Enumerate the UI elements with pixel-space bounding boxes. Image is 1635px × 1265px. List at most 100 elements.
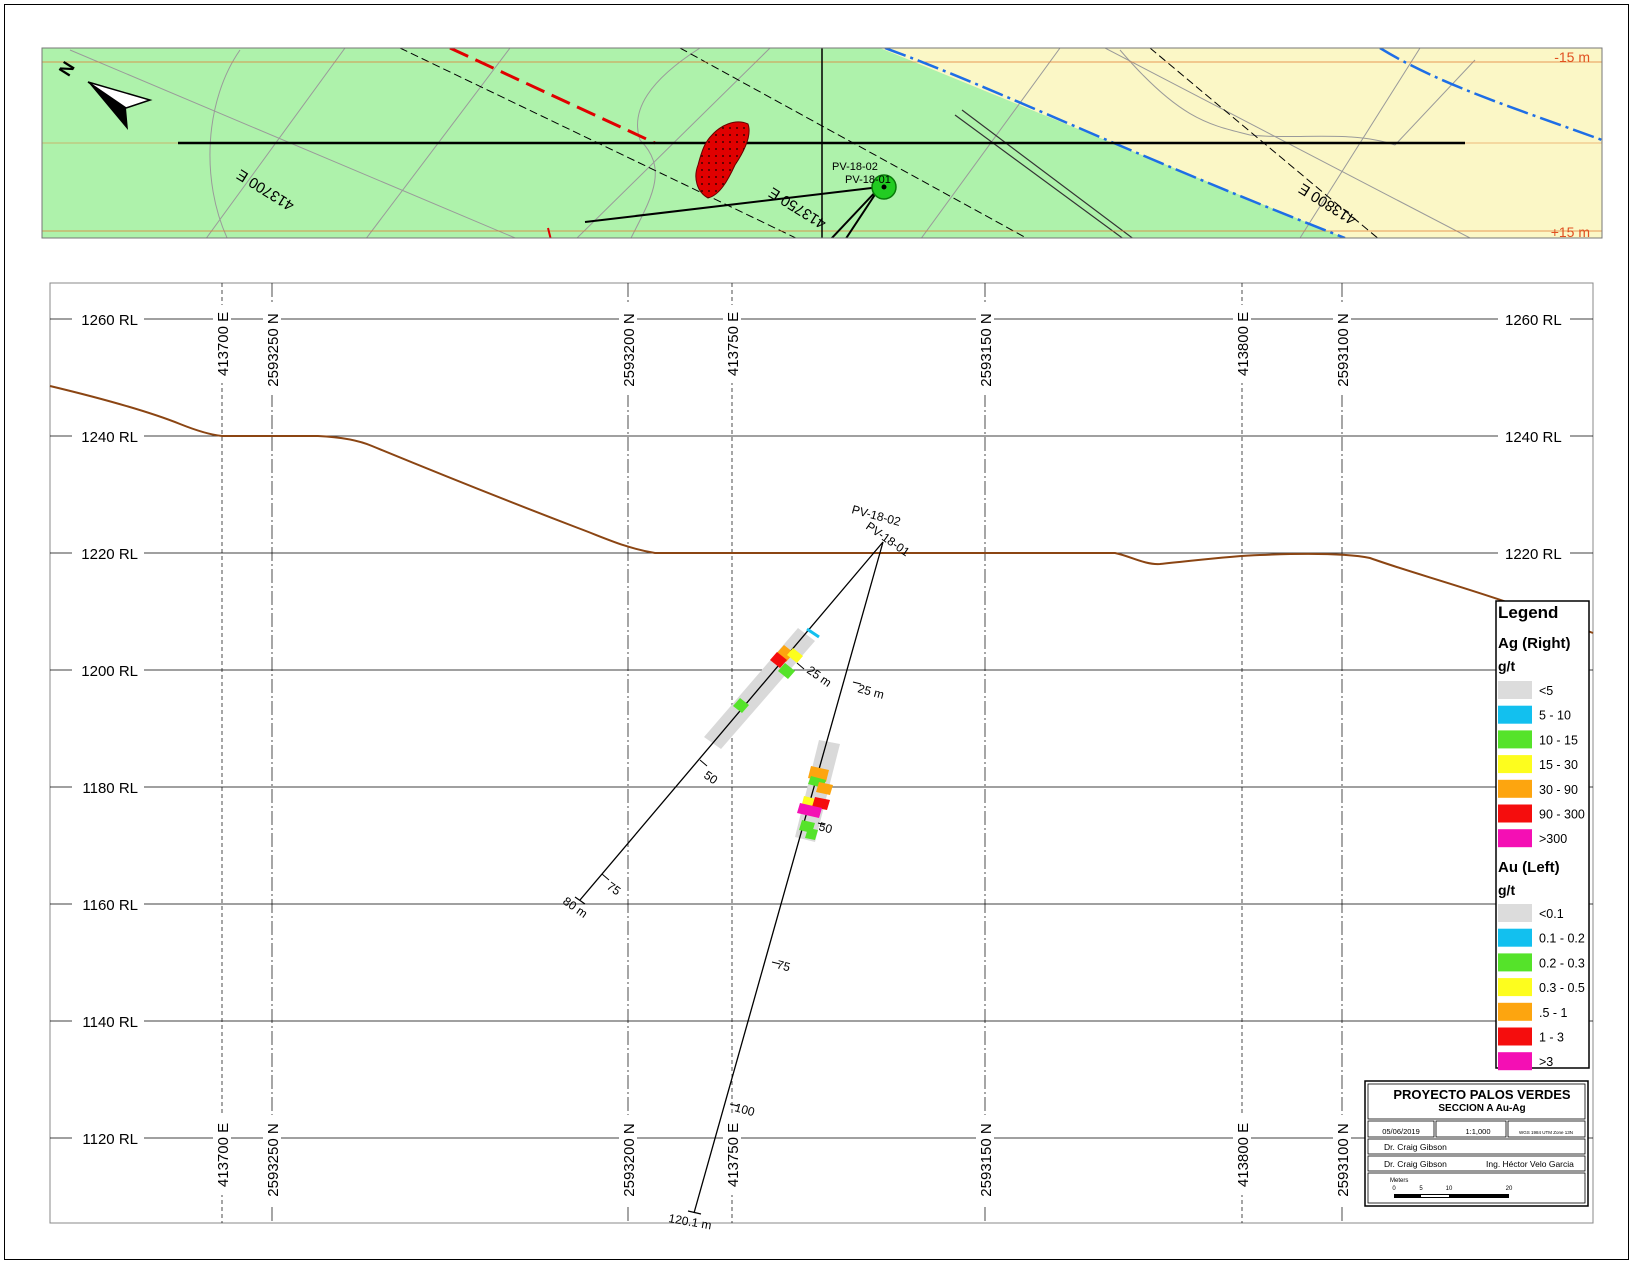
grid-labels-bottom: 413700 E 2593250 N 2593200 N 413750 E 25… [213,1115,1352,1205]
grid-label: 2593250 N [265,313,282,386]
sample-interval [778,663,795,679]
sample-interval [797,803,822,818]
hole-trace [579,541,884,901]
legend-swatch [1498,904,1532,922]
rl-label: 1240 RL [1505,429,1562,446]
hole-trace [693,541,884,1214]
legend-swatch [1498,705,1532,724]
grid-label: 2593100 N [1335,1123,1352,1196]
sample-interval [770,652,787,668]
plan-fault-red [449,48,656,145]
title-reviewer: Ing. Héctor Velo Garcia [1486,1159,1574,1169]
vertical-grid [221,283,1343,1223]
grid-label: 413700 E [215,1123,232,1187]
grid-label: 413700 E [215,312,232,376]
legend-label: 1 - 3 [1539,1031,1564,1045]
topography-line [49,385,1594,634]
legend-swatch [1498,978,1532,997]
legend-label: .5 - 1 [1539,1006,1568,1020]
legend-label: <0.1 [1539,907,1564,921]
rl-label: 1260 RL [1505,312,1562,329]
grid-label: 2593150 N [978,313,995,386]
depth-label: 75 [775,957,792,974]
grid-label: 413750 E [725,1123,742,1187]
legend-swatch [1498,953,1532,972]
depth-label: 50 [817,819,834,836]
plan-contact-blue [884,48,1346,238]
rl-label: 1260 RL [81,312,138,329]
rl-label: 1180 RL [82,780,138,797]
plan-view: PV-18-02 PV-18-01 413700 E 413750 E 4138… [41,47,1603,240]
legend-swatch [1498,829,1532,848]
sample-interval [787,648,803,663]
plan-road [954,109,1134,238]
legend-swatch [1498,804,1532,823]
plan-fault-red-bottom [547,227,552,238]
rl-labels-right: 1260 RL 1240 RL 1220 RL [1498,309,1570,563]
scalebar-tick: 0 [1392,1186,1396,1192]
grid-label: 413800 E [1235,312,1252,376]
rl-label: 1220 RL [81,546,138,563]
legend-label: 0.2 - 0.3 [1539,956,1585,970]
title-author: Dr. Craig Gibson [1384,1159,1447,1169]
drawing-frame [4,4,1629,1260]
title-scale: 1:1,000 [1465,1127,1490,1136]
plan-hole-label: PV-18-02 [832,161,878,173]
grid-label: 2593250 N [265,1123,282,1196]
legend-ag-title: Ag (Right) [1498,635,1570,652]
legend-label: 15 - 30 [1539,758,1578,772]
title-section: SECCION A Au-Ag [1438,1103,1525,1114]
plan-offset-label: +15 m [1551,224,1590,240]
rl-labels-left: 1260 RL 1240 RL 1220 RL 1200 RL 1180 RL … [72,309,144,1148]
plan-contact-blue-2 [1379,48,1602,142]
depth-label: 100 [733,1100,756,1119]
title-block: PROYECTO PALOS VERDES SECCION A Au-Ag 05… [1364,1080,1589,1207]
scalebar-tick: 20 [1506,1186,1513,1192]
scalebar-units: Meters [1390,1178,1408,1184]
legend-ag-unit: g/t [1498,658,1515,674]
legend-au-unit: g/t [1498,882,1515,898]
grid-label: 2593150 N [978,1123,995,1196]
scalebar-tick: 10 [1446,1186,1453,1192]
legend-label: 10 - 15 [1539,733,1578,747]
legend-label: 30 - 90 [1539,783,1578,797]
rl-label: 1140 RL [82,1014,138,1031]
legend-label: >300 [1539,832,1567,846]
legend-swatch [1498,779,1532,798]
legend-label: 0.1 - 0.2 [1539,932,1585,946]
title-drawn-by: Dr. Craig Gibson [1384,1142,1447,1152]
title-project: PROYECTO PALOS VERDES [1393,1087,1571,1102]
legend-ag-items: <5 5 - 10 10 - 15 15 - 30 30 - 90 90 - 300 >30… [1498,681,1585,848]
plan-border [41,47,1603,239]
rl-label: 1220 RL [1505,546,1562,563]
legend-label: 90 - 300 [1539,808,1585,822]
grid-labels-top: 413700 E 2593250 N 2593200 N 413750 E 25… [213,305,1352,395]
sample-interval [816,782,833,795]
legend-label: >3 [1539,1055,1553,1069]
plan-hole-trace-pv-18-01-b [845,186,881,238]
sample-interval [733,698,749,713]
grid-label: 2593200 N [621,313,638,386]
legend-swatch [1498,928,1532,947]
legend: Legend Ag (Right) g/t <5 5 - 10 10 - 15 15 … [1495,600,1590,1071]
grid-label: 2593200 N [621,1123,638,1196]
depth-label: 25 m [856,681,885,701]
sample-interval [776,645,794,662]
title-datum: WGS 1984 UTM Zone 13N [1519,1130,1573,1135]
legend-swatch [1498,1002,1532,1021]
legend-swatch [1498,730,1532,749]
legend-swatch [1498,1052,1532,1071]
plan-orebody-dots [695,121,750,198]
legend-swatch [1498,1027,1532,1046]
legend-swatch [1498,681,1532,699]
plan-hole-trace-pv-18-01-a [830,186,881,238]
sample-interval [805,828,818,840]
rl-label: 1160 RL [82,897,138,914]
legend-au-items: <0.1 0.1 - 0.2 0.2 - 0.3 0.3 - 0.5 .5 - 1 1 -… [1498,904,1585,1071]
legend-au-title: Au (Left) [1498,859,1560,876]
sample-interval [806,627,820,639]
legend-label: 5 - 10 [1539,709,1571,723]
grid-label: 413800 E [1235,1123,1252,1187]
plan-offset-label: -15 m [1554,49,1590,65]
